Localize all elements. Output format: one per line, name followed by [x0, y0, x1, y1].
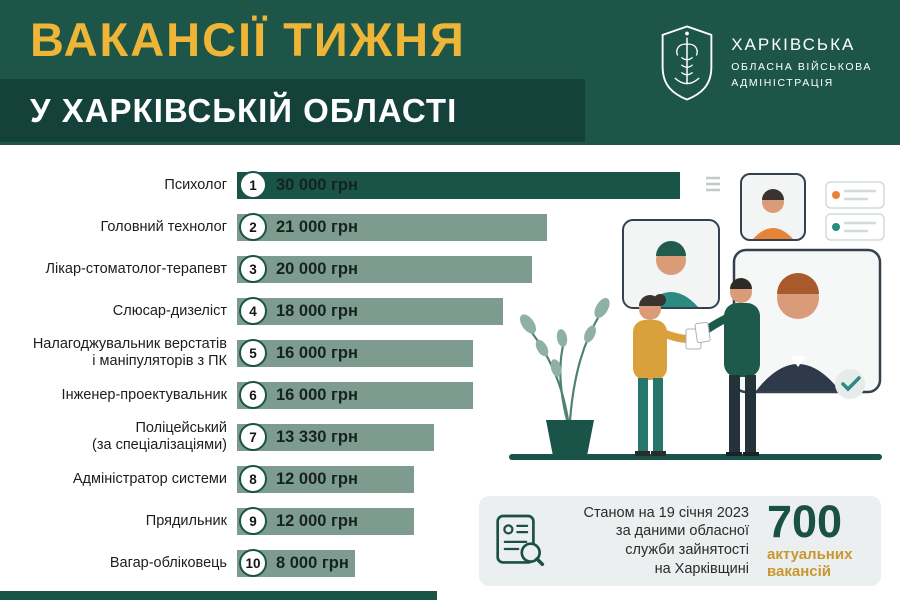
candidate-frame-c	[732, 248, 882, 399]
salary-value: 12 000 грн	[276, 469, 358, 488]
vacancy-bar-chart: Психолог 1 30 000 грн Головний технолог 2 21 …	[12, 164, 712, 584]
vacancy-label: Слюсар-дизеліст	[112, 302, 227, 319]
salary-value: 30 000 грн	[276, 175, 358, 194]
salary-value: 13 330 грн	[276, 427, 358, 446]
vacancy-count-block: 700 актуальних вакансій	[759, 496, 865, 581]
rank-badge: 1	[239, 171, 267, 199]
salary-value: 16 000 грн	[276, 343, 358, 362]
salary-bar: 1 30 000 грн	[237, 171, 680, 199]
bar-track: 10 8 000 грн	[237, 549, 712, 577]
bar-track: 9 12 000 грн	[237, 507, 712, 535]
chart-row: Адміністратор системи 8 12 000 грн	[12, 458, 712, 500]
candidate-frame-a	[622, 219, 720, 309]
document-search-icon	[496, 514, 545, 566]
salary-bar: 4 18 000 грн	[237, 297, 503, 325]
salary-bar: 10 8 000 грн	[237, 549, 355, 577]
rank-badge: 10	[239, 549, 267, 577]
salary-bar: 6 16 000 грн	[237, 381, 473, 409]
bar-track: 3 20 000 грн	[237, 255, 712, 283]
chart-row: Лікар-стоматолог-терапевт 3 20 000 грн	[12, 248, 712, 290]
salary-bar: 9 12 000 грн	[237, 507, 414, 535]
salary-value: 12 000 грн	[276, 511, 358, 530]
vacancy-label: Налагоджувальник верстатів і маніпулятор…	[32, 336, 227, 369]
salary-bar: 7 13 330 грн	[237, 423, 434, 451]
bar-track: 1 30 000 грн	[237, 171, 712, 199]
recruitment-people-illustration	[509, 173, 885, 460]
check-icon	[841, 376, 861, 392]
rank-badge: 7	[239, 423, 267, 451]
salary-bar: 5 16 000 грн	[237, 339, 473, 367]
vacancy-label: Інженер-проектувальник	[61, 386, 227, 403]
chart-row: Психолог 1 30 000 грн	[12, 164, 712, 206]
page-title: ВАКАНСІЇ ТИЖНЯ	[30, 13, 466, 66]
rank-badge: 6	[239, 381, 267, 409]
footer-strip	[0, 591, 437, 600]
candidate-list-cards	[825, 181, 885, 241]
salary-bar: 2 21 000 грн	[237, 213, 547, 241]
bar-track: 5 16 000 грн	[237, 339, 712, 367]
salary-bar: 8 12 000 грн	[237, 465, 414, 493]
salary-value: 21 000 грн	[276, 217, 358, 236]
salary-value: 16 000 грн	[276, 385, 358, 404]
bar-track: 7 13 330 грн	[237, 423, 712, 451]
kharkiv-oblast-emblem-icon	[661, 25, 713, 101]
vacancy-label: Лікар-стоматолог-терапевт	[45, 260, 227, 277]
rank-badge: 3	[239, 255, 267, 283]
vacancy-label: Головний технолог	[100, 218, 227, 235]
rank-badge: 4	[239, 297, 267, 325]
menu-lines-icon	[706, 176, 720, 192]
chart-row: Головний технолог 2 21 000 грн	[12, 206, 712, 248]
recruiter-woman-figure	[633, 294, 702, 456]
chart-row: Поліцейський (за спеціалізаціями) 7 13 330…	[12, 416, 712, 458]
vacancy-label: Адміністратор системи	[72, 470, 227, 487]
vacancy-label: Психолог	[164, 176, 227, 193]
vacancy-count: 700	[767, 496, 843, 548]
rank-badge: 2	[239, 213, 267, 241]
salary-value: 8 000 грн	[276, 553, 349, 572]
chart-row: Налагоджувальник верстатів і маніпулятор…	[12, 332, 712, 374]
hr-man-figure	[694, 278, 760, 456]
org-name: ХАРКІВСЬКА ОБЛАСНА ВІЙСЬКОВА АДМІНІСТРАЦ…	[731, 34, 872, 89]
chart-row: Вагар-обліковець 10 8 000 грн	[12, 542, 712, 584]
salary-bar: 3 20 000 грн	[237, 255, 532, 283]
page-subtitle: У ХАРКІВСЬКІЙ ОБЛАСТІ	[30, 91, 458, 129]
chart-row: Інженер-проектувальник 6 16 000 грн	[12, 374, 712, 416]
rank-badge: 9	[239, 507, 267, 535]
vacancy-label: Поліцейський (за спеціалізаціями)	[92, 420, 227, 453]
salary-value: 20 000 грн	[276, 259, 358, 278]
salary-value: 18 000 грн	[276, 301, 358, 320]
chart-row: Слюсар-дизеліст 4 18 000 грн	[12, 290, 712, 332]
header: ВАКАНСІЇ ТИЖНЯ У ХАРКІВСЬКІЙ ОБЛАСТІ ХАР…	[0, 0, 900, 145]
chart-row: Прядильник 9 12 000 грн	[12, 500, 712, 542]
plant-icon	[520, 298, 610, 456]
vacancy-label: Вагар-обліковець	[109, 554, 227, 571]
rank-badge: 5	[239, 339, 267, 367]
bar-track: 2 21 000 грн	[237, 213, 712, 241]
summary-note: Станом на 19 січня 2023 за даними обласн…	[583, 504, 749, 577]
vacancy-count-label: актуальних вакансій	[767, 546, 853, 581]
org-logo: ХАРКІВСЬКА ОБЛАСНА ВІЙСЬКОВА АДМІНІСТРАЦ…	[657, 22, 872, 104]
summary-panel: Станом на 19 січня 2023 за даними обласн…	[479, 496, 881, 586]
bar-track: 8 12 000 грн	[237, 465, 712, 493]
bar-track: 4 18 000 грн	[237, 297, 712, 325]
vacancy-label: Прядильник	[145, 512, 227, 529]
subtitle-band: У ХАРКІВСЬКІЙ ОБЛАСТІ	[0, 79, 585, 142]
candidate-frame-b	[740, 173, 806, 241]
rank-badge: 8	[239, 465, 267, 493]
bar-track: 6 16 000 грн	[237, 381, 712, 409]
